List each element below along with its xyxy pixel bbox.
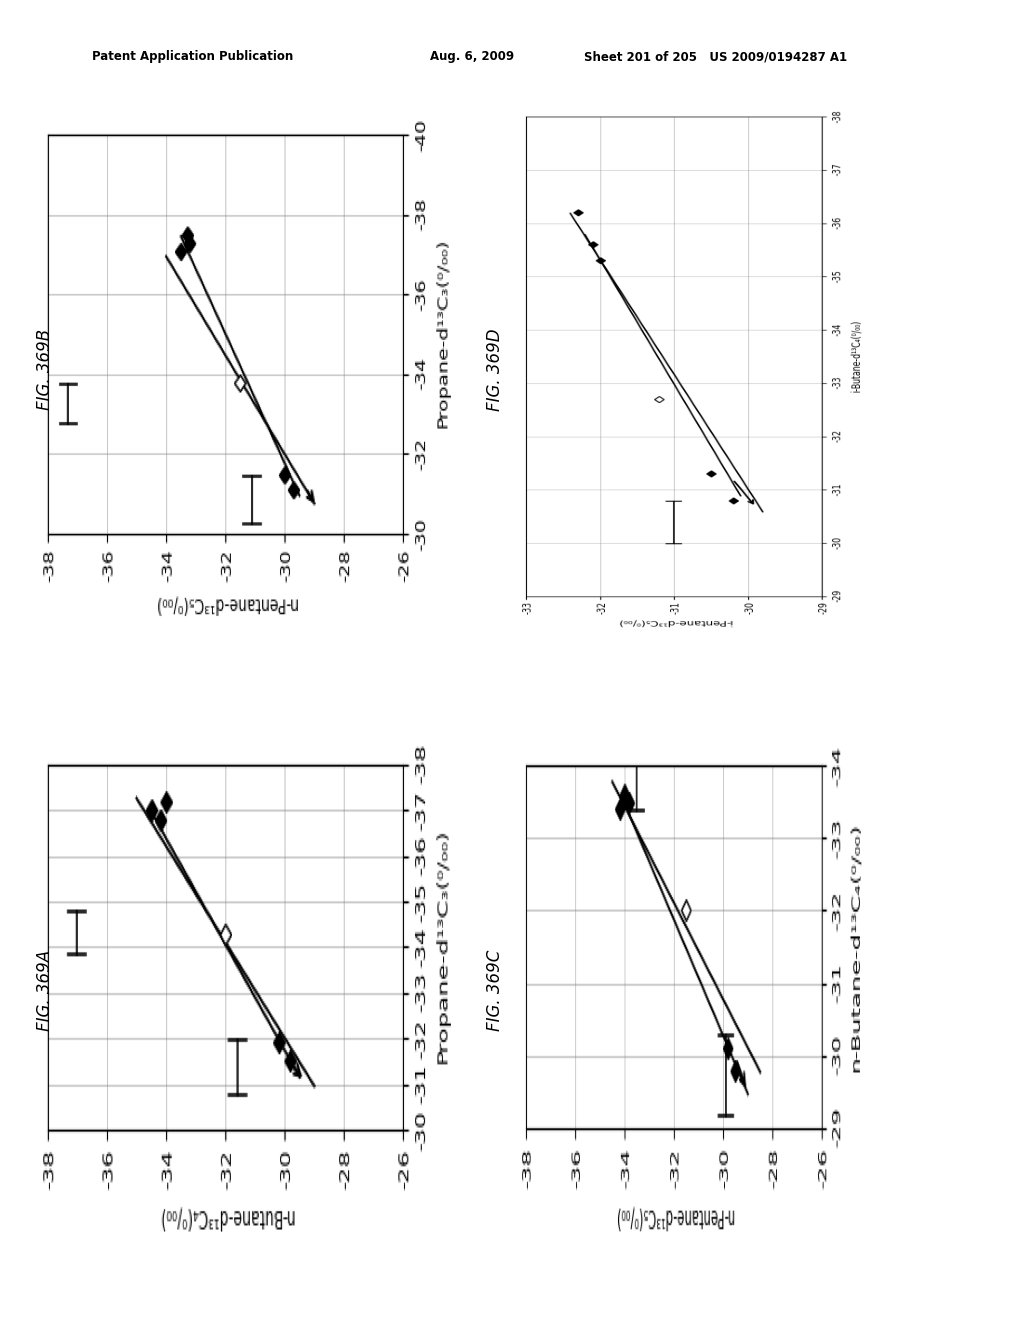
Text: FIG. 369B: FIG. 369B (36, 329, 54, 411)
Text: Sheet 201 of 205   US 2009/0194287 A1: Sheet 201 of 205 US 2009/0194287 A1 (584, 50, 847, 63)
Text: Patent Application Publication: Patent Application Publication (92, 50, 294, 63)
Text: Aug. 6, 2009: Aug. 6, 2009 (430, 50, 514, 63)
Text: FIG. 369D: FIG. 369D (486, 329, 505, 411)
Text: FIG. 369C: FIG. 369C (486, 949, 505, 1031)
Text: FIG. 369A: FIG. 369A (36, 949, 54, 1031)
